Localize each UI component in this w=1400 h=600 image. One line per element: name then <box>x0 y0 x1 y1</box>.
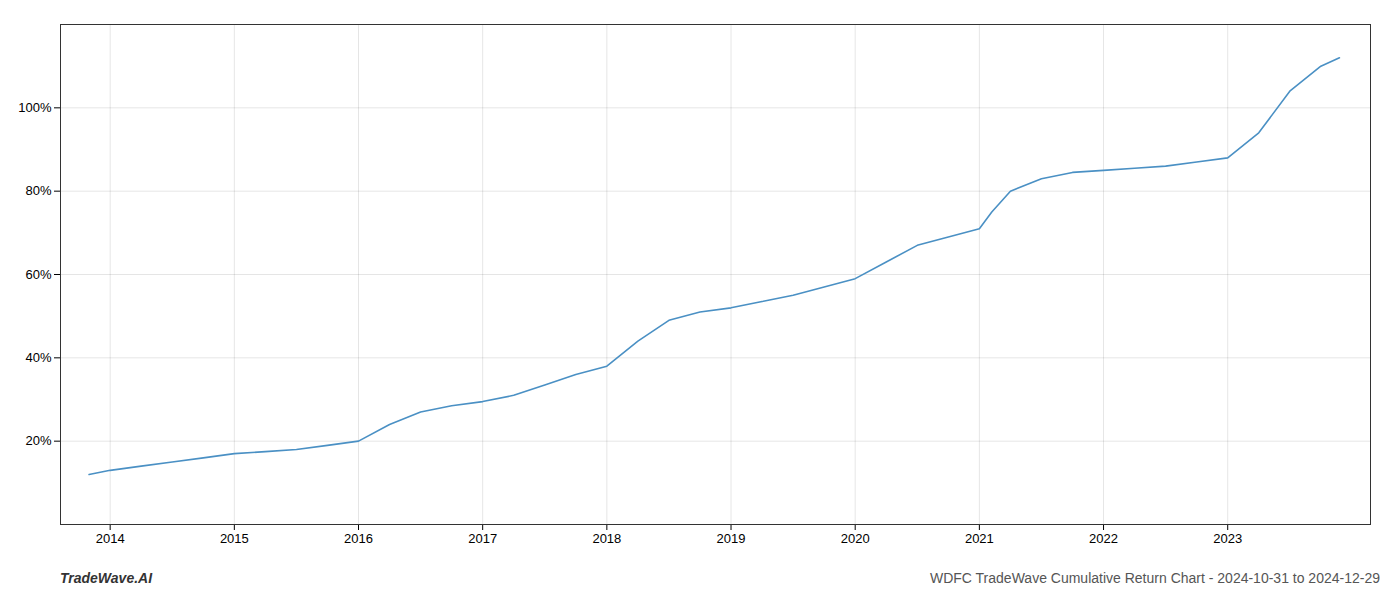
svg-text:2022: 2022 <box>1089 531 1118 546</box>
svg-text:20%: 20% <box>25 433 51 448</box>
svg-text:2018: 2018 <box>592 531 621 546</box>
svg-text:2017: 2017 <box>468 531 497 546</box>
svg-text:100%: 100% <box>18 100 52 115</box>
svg-text:2016: 2016 <box>344 531 373 546</box>
svg-text:2021: 2021 <box>965 531 994 546</box>
svg-text:40%: 40% <box>25 350 51 365</box>
html-text:WDFC TradeWave Cumulative Retu: WDFC TradeWave Cumulative Return Chart -… <box>930 570 1380 586</box>
svg-text:60%: 60% <box>25 267 51 282</box>
svg-text:80%: 80% <box>25 183 51 198</box>
svg-text:2019: 2019 <box>717 531 746 546</box>
html-text:TradeWave.AI: TradeWave.AI <box>60 570 153 586</box>
svg-text:2020: 2020 <box>841 531 870 546</box>
svg-text:2015: 2015 <box>220 531 249 546</box>
svg-text:2023: 2023 <box>1213 531 1242 546</box>
svg-text:2014: 2014 <box>96 531 125 546</box>
